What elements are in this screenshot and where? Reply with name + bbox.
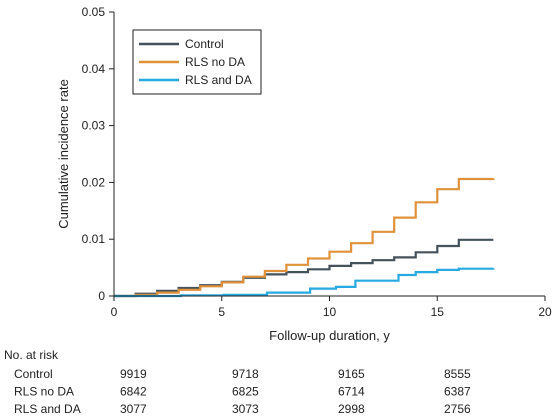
risk-cell: 2756 [444, 402, 471, 416]
x-axis-title: Follow-up duration, y [269, 328, 390, 343]
x-tick-label: 5 [218, 305, 225, 319]
risk-row-label: RLS and DA [14, 402, 81, 416]
risk-row-label: Control [14, 367, 53, 381]
y-axis-title: Cumulative incidence rate [56, 79, 71, 229]
y-tick-label: 0.02 [82, 175, 106, 189]
series-line-rls-and-da [114, 267, 495, 298]
y-tick-label: 0.03 [82, 119, 106, 133]
risk-cell: 2998 [338, 402, 365, 416]
legend-label: Control [185, 37, 224, 51]
risk-cell: 9919 [120, 367, 147, 381]
y-tick-label: 0.04 [82, 62, 106, 76]
risk-cell: 6842 [120, 385, 147, 399]
series-line-rls-no-da [114, 177, 495, 298]
x-tick-label: 15 [431, 305, 445, 319]
risk-cell: 6825 [232, 385, 259, 399]
risk-cell: 3077 [120, 402, 147, 416]
legend-label: RLS no DA [185, 55, 245, 69]
axes: 0 0.01 0.02 0.03 0.04 0.05 0 5 10 15 20 Follow-up d… [56, 5, 552, 343]
plot-area [114, 177, 495, 298]
risk-cell: 9718 [232, 367, 259, 381]
risk-row-label: RLS no DA [14, 385, 74, 399]
risk-cell: 6387 [444, 385, 471, 399]
series-line-control [114, 238, 494, 298]
risk-table-title: No. at risk [4, 348, 59, 362]
y-tick-label: 0.01 [82, 232, 106, 246]
risk-cell: 9165 [338, 367, 365, 381]
risk-table: No. at risk Control 9919 9718 9165 8555 RLS no… [4, 348, 471, 416]
y-tick-label: 0.05 [82, 5, 106, 19]
x-tick-label: 20 [538, 305, 552, 319]
risk-cell: 3073 [232, 402, 259, 416]
x-tick-label: 10 [323, 305, 337, 319]
legend: Control RLS no DA RLS and DA [132, 29, 262, 95]
risk-cell: 8555 [444, 367, 471, 381]
x-tick-label: 0 [111, 305, 118, 319]
risk-cell: 6714 [338, 385, 365, 399]
legend-label: RLS and DA [185, 73, 252, 87]
y-tick-label: 0 [98, 289, 105, 303]
